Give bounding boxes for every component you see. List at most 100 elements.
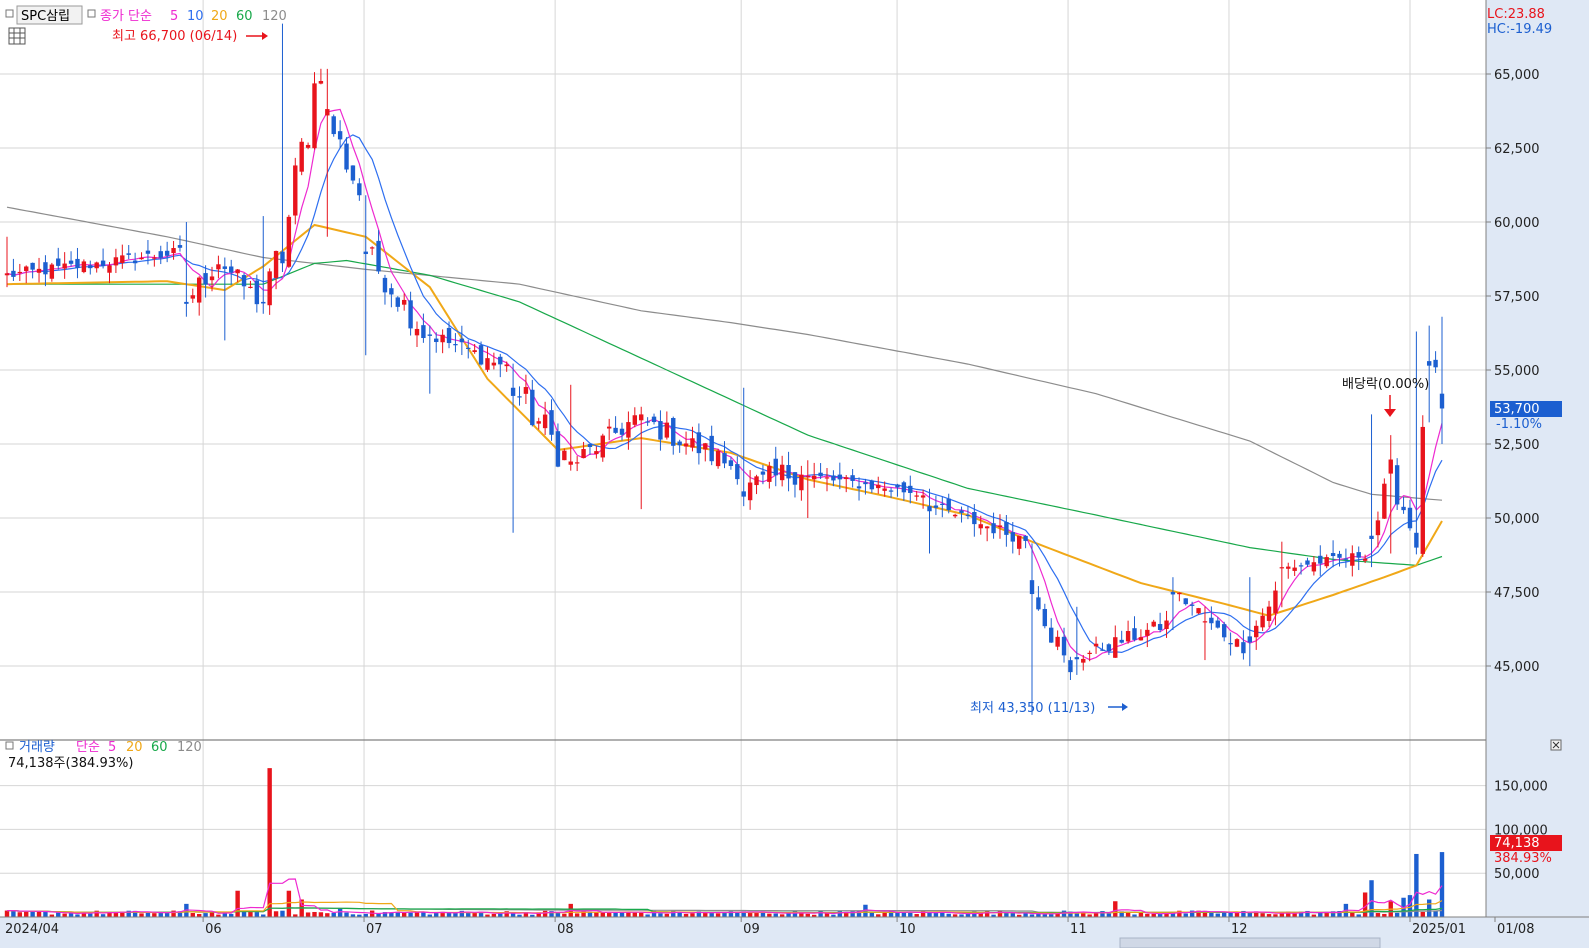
candle	[1279, 541, 1285, 608]
candle	[344, 137, 349, 173]
volume-bar	[267, 768, 272, 917]
candle	[850, 469, 855, 488]
candle	[811, 462, 817, 488]
candle	[510, 363, 516, 533]
volume-bar	[619, 911, 625, 917]
candle	[1292, 559, 1297, 576]
ma120-label: 120	[262, 9, 287, 24]
candle	[171, 240, 176, 260]
candle	[1010, 522, 1015, 554]
volume-bar	[1260, 913, 1265, 917]
ma5-label: 5	[170, 9, 178, 24]
volume-bar	[414, 911, 420, 917]
candle	[895, 483, 900, 497]
candle	[978, 515, 983, 535]
candle	[799, 465, 804, 501]
volume-bar	[542, 910, 548, 917]
candle	[882, 481, 887, 497]
candle	[1202, 606, 1208, 661]
volume-bar	[196, 913, 202, 917]
volume-bar	[1266, 914, 1272, 917]
candle	[664, 411, 670, 440]
candle	[254, 274, 260, 313]
volume-bar	[453, 913, 458, 917]
candle	[824, 467, 830, 492]
volume-bar	[530, 914, 535, 917]
low-arrow-icon	[1108, 703, 1128, 711]
volume-bar	[703, 912, 708, 917]
volume-bar	[555, 912, 561, 917]
candle	[715, 448, 721, 469]
candle	[1388, 435, 1393, 554]
candle	[209, 266, 215, 292]
volume-bar	[222, 911, 228, 917]
candle	[1074, 606, 1080, 675]
candle	[196, 276, 202, 316]
candle	[1125, 620, 1131, 644]
candle	[286, 214, 292, 268]
candle	[222, 257, 228, 341]
volume-bar	[120, 911, 125, 917]
volume-bar	[190, 913, 195, 917]
volume-bar	[107, 912, 112, 917]
candle	[267, 268, 272, 315]
candle	[997, 514, 1003, 539]
price-tick-label: 47,500	[1494, 586, 1540, 601]
candle	[357, 178, 362, 201]
ma-toggle-icon[interactable]	[87, 9, 96, 18]
volume-bar	[30, 911, 35, 917]
candle	[1189, 601, 1195, 616]
volume-bar	[344, 912, 349, 917]
volume-bar	[639, 912, 644, 917]
volume-bar	[498, 913, 503, 917]
volume-bar	[177, 911, 183, 917]
candle	[594, 446, 599, 459]
volume-bar	[869, 912, 875, 917]
volume-bar	[229, 913, 234, 917]
candle	[1177, 592, 1182, 602]
volume-bar	[683, 913, 689, 917]
volume-bar	[920, 911, 926, 917]
candle	[459, 325, 465, 356]
volume-ma-label: 단순	[76, 740, 100, 755]
volume-bar	[671, 910, 676, 917]
date-tick-label: 06	[205, 922, 222, 937]
volume-bar	[4, 910, 10, 917]
date-tick-label: 2025/01	[1412, 922, 1466, 937]
volume-bar	[132, 910, 138, 917]
collapse-icon[interactable]	[5, 9, 14, 18]
volume-bar	[11, 910, 16, 917]
volume-bar	[1189, 910, 1195, 917]
candle	[1305, 557, 1310, 568]
candle	[305, 142, 311, 150]
candle	[1420, 415, 1425, 557]
volume-bar	[587, 911, 593, 917]
candle	[876, 476, 881, 494]
volume-panel-close-icon[interactable]	[1550, 739, 1562, 751]
grid-table-icon[interactable]	[8, 27, 26, 45]
candle	[1234, 638, 1240, 648]
volume-current: 74,138주(384.93%)	[8, 756, 133, 771]
chart-scrollbar[interactable]	[1119, 937, 1381, 948]
volume-bar	[1234, 912, 1240, 917]
candle	[4, 236, 10, 288]
candle	[446, 321, 452, 349]
volume-bar	[401, 912, 407, 917]
volume-ma5-line	[7, 878, 1443, 915]
volume-bar	[690, 913, 695, 917]
candle	[382, 274, 388, 305]
candle	[1081, 654, 1086, 671]
volume-bar	[850, 911, 855, 917]
volume-collapse-icon[interactable]	[5, 741, 14, 750]
candle	[1311, 556, 1317, 576]
volume-bar	[1279, 912, 1285, 917]
volume-bar	[1324, 912, 1329, 917]
price-tag-box	[1490, 401, 1562, 417]
symbol-box[interactable]	[16, 5, 83, 25]
candle	[1324, 554, 1329, 569]
candle	[1055, 630, 1060, 651]
candle	[792, 471, 798, 498]
volume-bar	[1292, 913, 1297, 917]
candle	[1362, 554, 1368, 564]
candle	[395, 296, 400, 312]
